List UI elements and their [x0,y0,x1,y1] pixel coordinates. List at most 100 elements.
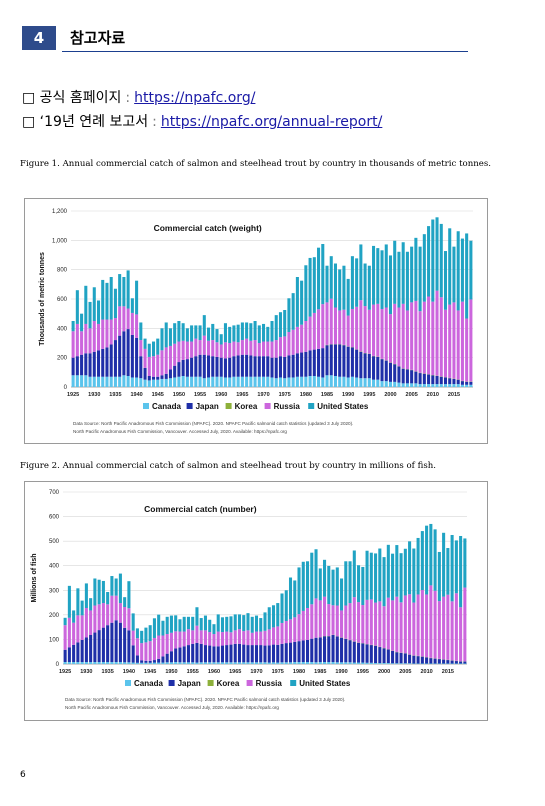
bar-segment-united-states [71,321,75,332]
chart-title: Commercial catch (number) [144,504,257,514]
bar-segment-japan [359,351,363,379]
bar-segment-russia [212,634,216,647]
y-tick-label: 0 [56,662,60,668]
bar-segment-japan [427,374,431,385]
figure-2-caption: Figure 2. Annual commercial catch of sal… [20,461,436,471]
bar-segment-japan [380,359,384,382]
bar-segment-united-states [127,581,131,609]
bar-segment-canada [191,662,195,664]
bar-segment-united-states [198,325,202,341]
bar-segment-russia [288,619,293,643]
bar-segment-russia [75,323,79,357]
bar-segment-japan [131,645,135,663]
figure-1-caption: Figure 1. Annual commercial catch of sal… [20,159,492,169]
bar-segment-canada [113,376,117,387]
bar-segment-canada [140,662,144,664]
bar-segment-canada [340,662,344,664]
bar-segment-japan [314,637,318,663]
bar-segment-canada [308,376,312,387]
legend-swatch [168,680,175,686]
bar-segment-japan [369,645,373,663]
bar-segment-japan [84,637,88,663]
bar-segment-japan [410,370,414,384]
bar-segment-japan [365,644,369,663]
bar-segment-canada [110,662,114,664]
bar-segment-united-states [399,553,403,603]
bar-segment-japan [448,378,452,385]
bar-segment-canada [382,663,386,664]
bar-segment-japan [110,622,114,663]
bar-segment-japan [403,653,407,664]
bar-segment-japan [291,354,295,378]
bar-segment-russia [267,629,271,646]
bar-segment-canada [182,662,186,664]
bar-segment-japan [225,645,229,663]
bar-segment-russia [427,296,431,375]
bar-segment-united-states [266,326,270,342]
bar-segment-canada [186,662,190,664]
bar-segment-canada [109,376,113,387]
bar-segment-canada [386,663,390,664]
bar-segment-japan [327,636,331,663]
bar-segment-japan [135,337,139,378]
bar-segment-canada [422,384,426,387]
bar-segment-united-states [97,579,101,605]
bar-segment-united-states [437,551,441,602]
bar-segment-russia [254,631,259,646]
bar-segment-united-states [101,279,105,320]
bar-segment-russia [194,338,198,357]
bar-segment-japan [228,357,232,378]
bar-segment-canada [157,662,161,664]
bar-segment-canada [465,384,469,387]
bar-segment-japan [254,645,259,663]
bar-segment-japan [300,352,304,377]
bar-segment-canada [195,662,199,664]
y-tick-label: 200 [57,356,68,362]
bar-segment-japan [84,353,88,376]
bar-segment-canada [168,378,172,387]
bar-segment-russia [287,332,291,356]
bar-segment-japan [135,655,139,663]
bar-segment-united-states [246,613,250,631]
bar-segment-canada [369,662,373,664]
bar-segment-canada [393,381,397,387]
legend-swatch [125,680,131,686]
bar-segment-united-states [291,293,295,330]
bar-segment-russia [259,631,263,646]
bar-segment-japan [274,357,278,379]
bar-segment-russia [164,347,168,374]
bar-segment-united-states [236,324,240,343]
bar-segment-canada [203,662,207,664]
bar-segment-canada [408,663,412,664]
bar-segment-canada [321,377,325,387]
bar-segment-united-states [178,619,182,632]
bar-segment-japan [459,661,463,664]
bar-segment-japan [391,650,395,664]
x-tick-label: 1985 [321,392,333,398]
bar-segment-japan [308,350,312,376]
bar-segment-japan [130,334,134,378]
legend-label: United States [299,679,351,688]
homepage-link[interactable]: https://npafc.org/ [134,90,256,106]
x-tick-label: 1925 [67,392,79,398]
bar-segment-united-states [301,561,305,611]
bar-segment-russia [418,311,422,373]
annual-report-link[interactable]: https://npafc.org/annual-report/ [160,114,383,130]
bar-segment-russia [220,632,224,646]
bar-segment-united-states [139,322,143,341]
bar-segment-canada [165,662,169,664]
bar-segment-japan [338,344,342,377]
bar-segment-japan [378,647,382,664]
bar-segment-japan [259,645,263,663]
bar-segment-canada [274,378,278,387]
bar-segment-japan [212,646,216,663]
bar-segment-russia [439,297,443,377]
bar-segment-russia [144,642,148,661]
bar-segment-japan [284,643,288,663]
bar-segment-russia [378,601,382,647]
bar-segment-russia [357,602,361,643]
bar-segment-russia [314,598,318,638]
bar-segment-united-states [374,553,378,603]
bar-segment-united-states [212,624,216,635]
bar-segment-russia [114,595,118,621]
